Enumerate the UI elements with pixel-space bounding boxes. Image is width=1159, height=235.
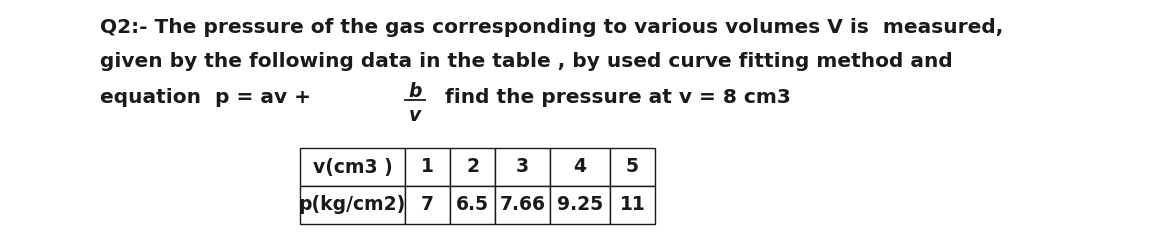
Text: 5: 5 [626, 157, 639, 176]
Bar [551, 186, 610, 224]
Text: find the pressure at v = 8 cm3: find the pressure at v = 8 cm3 [431, 88, 790, 107]
Text: v(cm3 ): v(cm3 ) [313, 157, 393, 176]
Bar [404, 148, 450, 186]
Bar [495, 186, 551, 224]
Text: 7: 7 [421, 196, 433, 215]
Text: 2: 2 [466, 157, 479, 176]
Bar [300, 148, 404, 186]
Bar [610, 186, 655, 224]
Text: p(kg/cm2): p(kg/cm2) [299, 196, 406, 215]
Text: 11: 11 [620, 196, 646, 215]
Bar [450, 148, 495, 186]
Text: 1: 1 [421, 157, 433, 176]
Text: 9.25: 9.25 [557, 196, 603, 215]
Text: 6.5: 6.5 [455, 196, 489, 215]
Bar [551, 148, 610, 186]
Bar [404, 186, 450, 224]
Text: equation  p = av +: equation p = av + [100, 88, 311, 107]
Text: 7.66: 7.66 [500, 196, 546, 215]
Text: 3: 3 [516, 157, 529, 176]
Text: 4: 4 [574, 157, 586, 176]
Text: given by the following data in the table , by used curve fitting method and: given by the following data in the table… [100, 52, 953, 71]
Bar [610, 148, 655, 186]
Bar [495, 148, 551, 186]
Text: b: b [408, 82, 422, 101]
Bar [300, 186, 404, 224]
Text: Q2:- The pressure of the gas corresponding to various volumes V is  measured,: Q2:- The pressure of the gas correspondi… [100, 18, 1004, 37]
Text: v: v [409, 106, 421, 125]
Bar [450, 186, 495, 224]
